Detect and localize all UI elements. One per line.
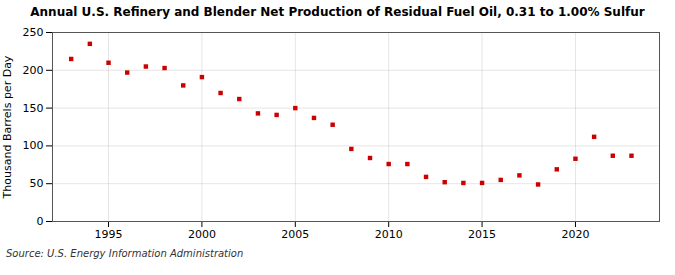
svg-text:50: 50 — [30, 177, 44, 190]
svg-text:2015: 2015 — [468, 228, 496, 241]
html-text:Source: U.S. Energy Informatio: Source: U.S. Energy Information Administ… — [6, 248, 244, 259]
svg-text:0: 0 — [37, 215, 44, 228]
svg-text:250: 250 — [23, 26, 44, 39]
svg-text:Thousand Barrels per Day: Thousand Barrels per Day — [1, 55, 14, 199]
svg-text:1995: 1995 — [95, 228, 123, 241]
svg-text:2020: 2020 — [561, 228, 589, 241]
svg-text:2005: 2005 — [281, 228, 309, 241]
svg-text:2010: 2010 — [375, 228, 403, 241]
svg-text:2000: 2000 — [188, 228, 216, 241]
svg-text:150: 150 — [23, 102, 44, 115]
html-text:Annual U.S. Refinery and Blend: Annual U.S. Refinery and Blender Net Pro… — [30, 5, 645, 19]
svg-text:200: 200 — [23, 64, 44, 77]
svg-text:100: 100 — [23, 139, 44, 152]
